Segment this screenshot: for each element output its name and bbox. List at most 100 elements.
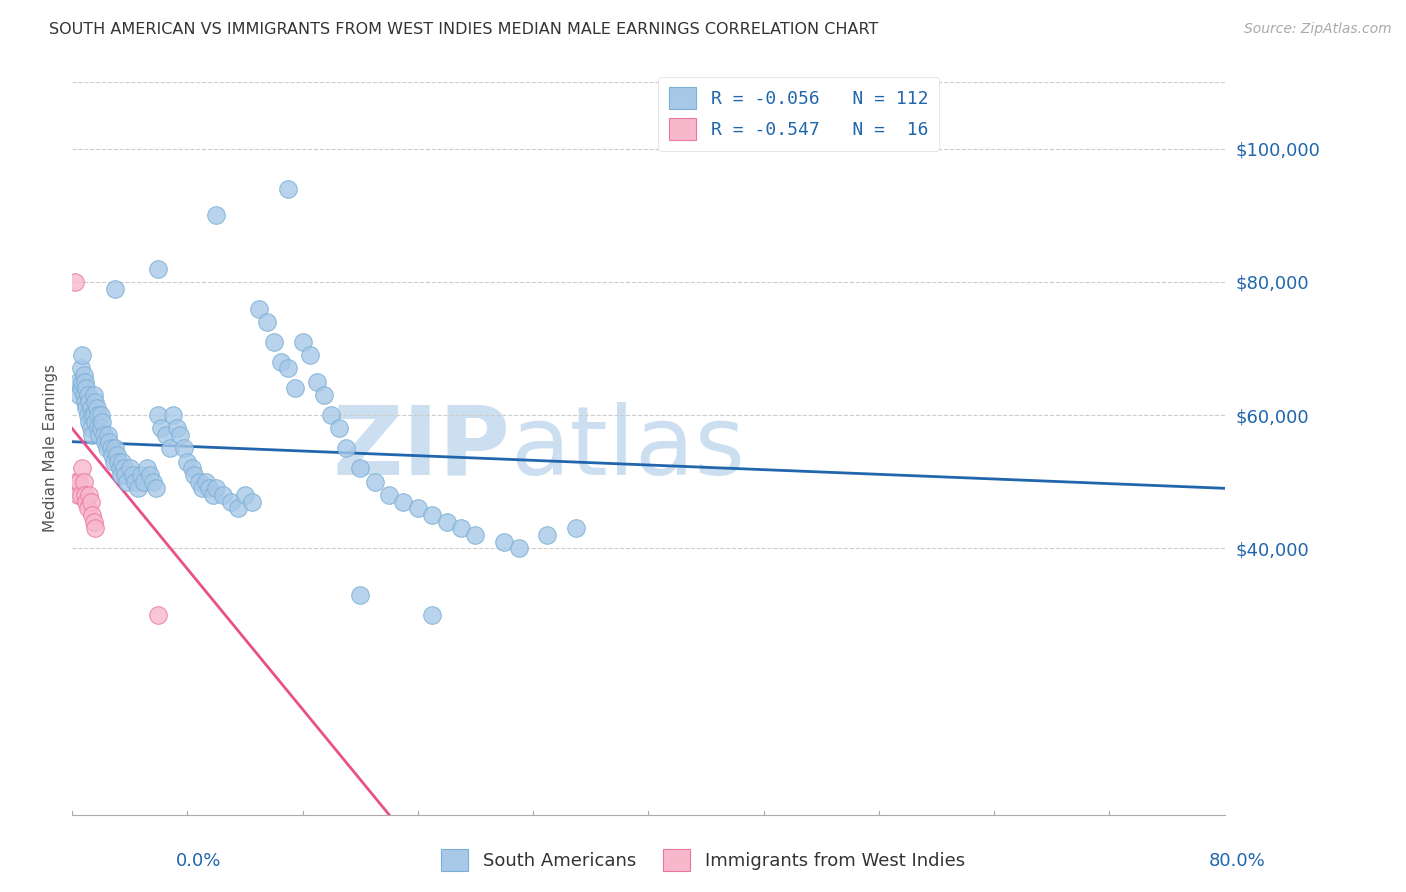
Point [111, 455, 134, 469]
Point [212, 488, 235, 502]
Point [67, 388, 90, 402]
Point [205, 208, 228, 222]
Point [75, 381, 97, 395]
Point [169, 428, 191, 442]
Point [76, 388, 98, 402]
Point [94, 434, 117, 449]
Point [205, 481, 228, 495]
Point [70, 375, 93, 389]
Point [406, 501, 429, 516]
Point [110, 467, 132, 482]
Point [219, 494, 242, 508]
Point [107, 455, 129, 469]
Point [83, 388, 105, 402]
Point [66, 375, 89, 389]
Point [420, 508, 443, 522]
Point [148, 408, 170, 422]
Point [69, 488, 91, 502]
Point [378, 488, 401, 502]
Point [124, 475, 146, 489]
Point [79, 488, 101, 502]
Point [103, 455, 125, 469]
Point [70, 461, 93, 475]
Point [565, 521, 588, 535]
Point [67, 475, 90, 489]
Point [226, 501, 249, 516]
Point [83, 408, 105, 422]
Point [115, 475, 138, 489]
Point [82, 508, 104, 522]
Point [82, 408, 104, 422]
Point [73, 375, 96, 389]
Text: 80.0%: 80.0% [1209, 852, 1265, 870]
Point [180, 461, 202, 475]
Point [129, 467, 152, 482]
Point [349, 461, 371, 475]
Point [284, 381, 307, 395]
Point [166, 421, 188, 435]
Point [104, 281, 127, 295]
Point [256, 315, 278, 329]
Point [233, 488, 256, 502]
Point [76, 408, 98, 422]
Point [65, 475, 87, 489]
Point [101, 448, 124, 462]
Point [90, 408, 112, 422]
Point [247, 301, 270, 316]
Point [66, 488, 89, 502]
Point [91, 415, 114, 429]
Point [363, 475, 385, 489]
Legend: South Americans, Immigrants from West Indies: South Americans, Immigrants from West In… [434, 842, 972, 879]
Point [136, 461, 159, 475]
Point [75, 401, 97, 416]
Point [536, 528, 558, 542]
Point [100, 442, 122, 456]
Point [298, 348, 321, 362]
Point [263, 334, 285, 349]
Point [328, 421, 350, 435]
Point [105, 448, 128, 462]
Point [159, 442, 181, 456]
Point [72, 368, 94, 383]
Point [80, 401, 103, 416]
Point [321, 408, 343, 422]
Point [98, 434, 121, 449]
Point [75, 494, 97, 508]
Point [72, 475, 94, 489]
Point [70, 348, 93, 362]
Point [84, 394, 107, 409]
Point [93, 428, 115, 442]
Point [270, 355, 292, 369]
Point [82, 428, 104, 442]
Point [80, 494, 103, 508]
Point [121, 467, 143, 482]
Point [145, 481, 167, 495]
Point [148, 261, 170, 276]
Point [190, 481, 212, 495]
Point [436, 515, 458, 529]
Point [155, 428, 177, 442]
Point [79, 415, 101, 429]
Point [90, 421, 112, 435]
Point [104, 442, 127, 456]
Point [162, 408, 184, 422]
Point [79, 394, 101, 409]
Point [277, 182, 299, 196]
Point [173, 442, 195, 456]
Point [114, 467, 136, 482]
Point [335, 442, 357, 456]
Point [127, 481, 149, 495]
Point [72, 388, 94, 402]
Point [240, 494, 263, 508]
Point [84, 521, 107, 535]
Point [176, 455, 198, 469]
Text: atlas: atlas [510, 402, 745, 495]
Text: 0.0%: 0.0% [176, 852, 221, 870]
Point [87, 408, 110, 422]
Point [97, 428, 120, 442]
Point [84, 415, 107, 429]
Point [305, 375, 328, 389]
Point [63, 275, 86, 289]
Point [132, 475, 155, 489]
Text: ZIP: ZIP [332, 402, 510, 495]
